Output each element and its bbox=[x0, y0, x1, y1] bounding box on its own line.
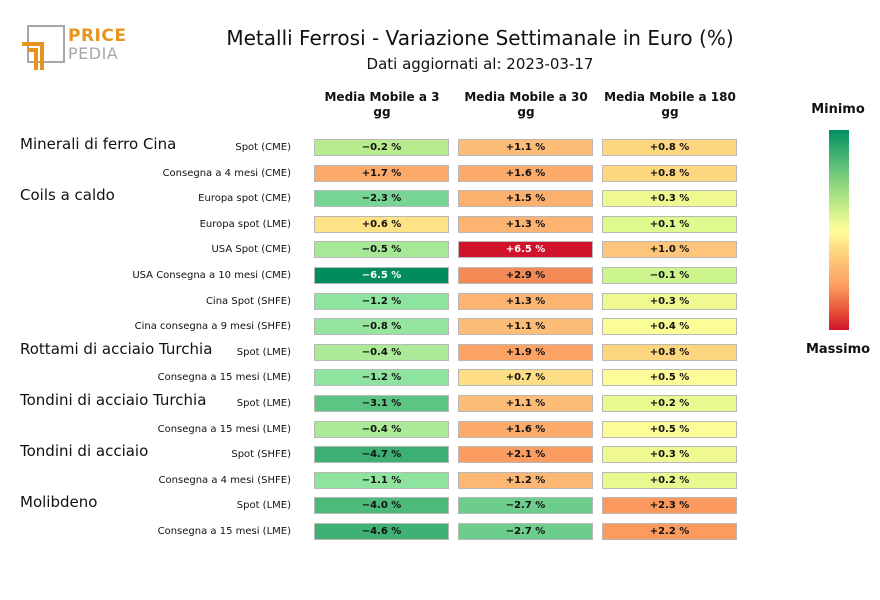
heatmap-cell: +0.8 % bbox=[602, 343, 737, 361]
row-label: USA Consegna a 10 mesi (CME) bbox=[132, 270, 291, 281]
heatmap-cell: −6.5 % bbox=[314, 267, 449, 284]
row-label: Spot (CME) bbox=[235, 142, 291, 153]
heatmap-cell: +0.5 % bbox=[602, 369, 737, 387]
pricepedia-logo: PRICE PEDIA bbox=[20, 24, 130, 74]
heatmap-cell: −2.3 % bbox=[314, 190, 449, 208]
heatmap-cell: −2.7 % bbox=[458, 523, 593, 540]
heatmap-cell: +2.1 % bbox=[458, 446, 593, 464]
heatmap-cell: −3.1 % bbox=[314, 395, 449, 412]
group-label: Tondini di acciaio Turchia bbox=[20, 391, 207, 409]
group-label: Minerali di ferro Cina bbox=[20, 135, 177, 153]
heatmap-cell: +1.9 % bbox=[458, 343, 593, 361]
heatmap-cell: +1.3 % bbox=[458, 292, 593, 310]
legend-colorbar bbox=[829, 130, 849, 330]
heatmap-cell: −1.2 % bbox=[314, 369, 449, 387]
heatmap-cell: −0.4 % bbox=[314, 420, 449, 438]
heatmap-cell: +0.5 % bbox=[602, 420, 737, 438]
heatmap-cell: −0.2 % bbox=[314, 139, 449, 156]
legend-label-min: Minimo bbox=[811, 102, 865, 117]
column-header-30gg: Media Mobile a 30 gg bbox=[464, 90, 588, 119]
row-label: Spot (LME) bbox=[236, 500, 291, 512]
heatmap-cell: +1.5 % bbox=[458, 190, 593, 208]
heatmap-cell: −2.7 % bbox=[458, 497, 593, 515]
heatmap-cell: +0.8 % bbox=[602, 139, 737, 156]
heatmap-cell: −0.1 % bbox=[602, 267, 737, 284]
row-label: Cina consegna a 9 mesi (SHFE) bbox=[134, 321, 291, 333]
heatmap-cell: +1.6 % bbox=[458, 164, 593, 182]
row-label: Spot (SHFE) bbox=[231, 449, 291, 461]
column-header-3gg: Media Mobile a 3 gg bbox=[324, 90, 440, 119]
heatmap-cell: +0.3 % bbox=[602, 190, 737, 208]
heatmap-cell: −0.5 % bbox=[314, 241, 449, 259]
row-label: Consegna a 15 mesi (LME) bbox=[157, 372, 291, 384]
heatmap-cell: −1.2 % bbox=[314, 292, 449, 310]
chart-title: Metalli Ferrosi - Variazione Settimanale… bbox=[226, 26, 734, 50]
group-label: Coils a caldo bbox=[20, 186, 115, 205]
heatmap-cell: −0.4 % bbox=[314, 343, 449, 361]
heatmap-cell: −0.8 % bbox=[314, 318, 449, 336]
heatmap-cell: +1.3 % bbox=[458, 215, 593, 233]
heatmap-cell: −4.0 % bbox=[314, 497, 449, 515]
heatmap-cell: −1.1 % bbox=[314, 471, 449, 489]
row-label: Europa spot (LME) bbox=[199, 218, 291, 230]
logo-word-pedia: PEDIA bbox=[68, 44, 119, 63]
heatmap-cell: +0.3 % bbox=[602, 446, 737, 464]
heatmap-cell: +6.5 % bbox=[458, 241, 593, 259]
row-label: Spot (LME) bbox=[236, 398, 291, 409]
group-label: Tondini di acciaio bbox=[20, 442, 149, 461]
legend-label-max: Massimo bbox=[805, 342, 871, 357]
heatmap-cell: +2.2 % bbox=[602, 523, 737, 540]
chart-subtitle: Dati aggiornati al: 2023-03-17 bbox=[366, 55, 594, 73]
column-header-180gg: Media Mobile a 180 gg bbox=[604, 90, 736, 119]
heatmap-cell: +2.9 % bbox=[458, 267, 593, 284]
heatmap-cell: +1.7 % bbox=[314, 164, 449, 182]
group-label: Molibdeno bbox=[20, 493, 98, 512]
row-label: Consegna a 15 mesi (LME) bbox=[157, 526, 291, 537]
group-label: Rottami di acciaio Turchia bbox=[20, 339, 213, 358]
heatmap-cell: +0.8 % bbox=[602, 164, 737, 182]
row-label: Cina Spot (SHFE) bbox=[205, 295, 291, 307]
heatmap-cell: +0.7 % bbox=[458, 369, 593, 387]
heatmap-cell: +1.0 % bbox=[602, 241, 737, 259]
heatmap-cell: −4.6 % bbox=[314, 523, 449, 540]
heatmap-cell: +0.3 % bbox=[602, 292, 737, 310]
heatmap-cell: +2.3 % bbox=[602, 497, 737, 515]
row-label: Europa spot (CME) bbox=[198, 193, 291, 205]
heatmap-cell: +1.1 % bbox=[458, 318, 593, 336]
heatmap-cell: +0.2 % bbox=[602, 395, 737, 412]
heatmap-cell: +1.1 % bbox=[458, 395, 593, 412]
row-label: Consegna a 15 mesi (LME) bbox=[157, 423, 291, 435]
row-label: Spot (LME) bbox=[236, 346, 291, 358]
heatmap-cell: +1.1 % bbox=[458, 139, 593, 156]
heatmap-cell: −4.7 % bbox=[314, 446, 449, 464]
row-label: USA Spot (CME) bbox=[211, 244, 291, 256]
heatmap-cell: +0.1 % bbox=[602, 215, 737, 233]
pricepedia-logo-mark-icon bbox=[22, 25, 65, 70]
row-label: Consegna a 4 mesi (CME) bbox=[162, 167, 291, 179]
logo-word-price: PRICE bbox=[68, 26, 127, 46]
heatmap-cell: +0.2 % bbox=[602, 471, 737, 489]
row-label: Consegna a 4 mesi (SHFE) bbox=[158, 474, 291, 486]
heatmap-cell: +1.6 % bbox=[458, 420, 593, 438]
heatmap-cell: +0.6 % bbox=[314, 215, 449, 233]
heatmap-cell: +0.4 % bbox=[602, 318, 737, 336]
heatmap-cell: +1.2 % bbox=[458, 471, 593, 489]
